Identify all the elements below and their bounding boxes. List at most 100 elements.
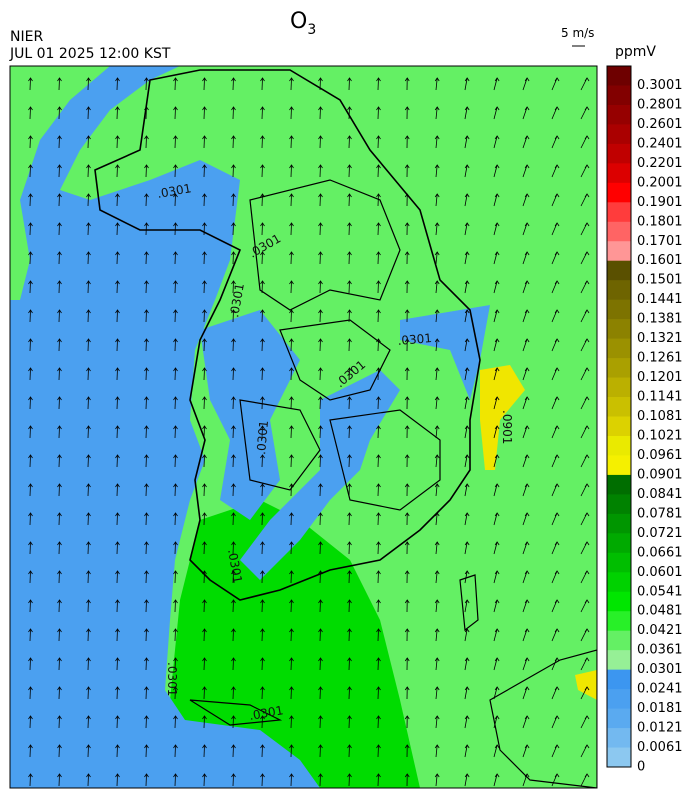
wind-arrow-head — [115, 512, 120, 517]
wind-arrow — [58, 686, 60, 700]
wind-arrow — [522, 135, 528, 149]
wind-arrow-head — [584, 193, 590, 198]
wind-arrow — [319, 367, 321, 381]
wind-arrow-head — [376, 628, 381, 633]
wind-arrow-head — [464, 251, 470, 256]
wind-arrow-head — [404, 715, 410, 720]
wind-arrow — [203, 483, 205, 497]
wind-arrow-head — [464, 222, 470, 227]
wind-arrow-head — [202, 164, 207, 169]
wind-arrow-head — [57, 280, 62, 285]
wind-arrow-head — [28, 309, 33, 314]
wind-arrow — [290, 396, 292, 410]
wind-arrow-head — [115, 193, 120, 198]
wind-arrow — [551, 280, 558, 294]
colorbar-tick-label: 0.1601 — [637, 253, 683, 268]
colorbar-tick-label: 0.2401 — [637, 136, 683, 151]
wind-arrow — [551, 541, 558, 555]
wind-arrow — [522, 715, 528, 729]
wind-arrow — [348, 657, 350, 671]
wind-arrow-head — [144, 773, 149, 778]
colorbar-tick-label: 0.0361 — [637, 643, 683, 658]
wind-arrow — [174, 773, 176, 787]
wind-arrow — [348, 570, 350, 584]
wind-arrow — [551, 425, 558, 439]
wind-arrow-head — [231, 483, 236, 488]
wind-arrow-head — [86, 106, 91, 111]
wind-arrow-head — [260, 164, 265, 169]
wind-arrow-head — [57, 135, 62, 140]
wind-arrow-head — [584, 715, 590, 720]
wind-arrow — [203, 135, 205, 149]
wind-arrow — [377, 715, 379, 729]
wind-arrow — [319, 570, 321, 584]
wind-arrow-head — [173, 338, 178, 343]
wind-arrow — [29, 396, 31, 410]
wind-arrow — [290, 77, 292, 91]
wind-arrow-head — [231, 657, 236, 662]
wind-arrow — [87, 77, 89, 91]
wind-arrow — [145, 280, 147, 294]
wind-arrow-head — [554, 338, 560, 343]
wind-arrow-head — [318, 251, 323, 256]
wind-arrow-head — [28, 251, 33, 256]
wind-arrow-head — [202, 773, 207, 778]
wind-arrow-head — [231, 164, 236, 169]
wind-arrow — [464, 628, 468, 642]
wind-arrow-head — [554, 570, 560, 575]
wind-arrow-head — [434, 164, 440, 169]
wind-arrow — [58, 222, 60, 236]
wind-arrow-head — [434, 657, 440, 662]
wind-arrow — [551, 135, 558, 149]
wind-arrow — [145, 309, 147, 323]
wind-arrow-head — [524, 773, 530, 778]
wind-arrow — [522, 599, 528, 613]
colorbar-swatch — [607, 572, 631, 593]
wind-arrow — [116, 280, 118, 294]
wind-arrow — [116, 367, 118, 381]
wind-arrow — [232, 309, 234, 323]
wind-arrow — [522, 251, 528, 265]
wind-arrow-head — [260, 338, 265, 343]
colorbar-swatch — [607, 552, 631, 573]
wind-arrow — [348, 599, 350, 613]
wind-arrow-head — [347, 251, 352, 256]
wind-arrow-head — [28, 454, 33, 459]
wind-arrow — [261, 77, 263, 91]
wind-arrow — [116, 541, 118, 555]
wind-arrow — [29, 686, 31, 700]
wind-arrow-head — [57, 773, 62, 778]
wind-arrow-head — [289, 396, 294, 401]
wind-arrow-head — [318, 686, 323, 691]
wind-arrow-head — [494, 483, 500, 488]
wind-arrow-head — [260, 512, 265, 517]
wind-arrow-head — [318, 657, 323, 662]
wind-arrow-head — [260, 686, 265, 691]
wind-arrow-head — [464, 77, 470, 82]
wind-arrow-head — [584, 106, 590, 111]
wind-arrow-head — [144, 483, 149, 488]
wind-arrow — [493, 599, 498, 613]
wind-arrow — [551, 309, 558, 323]
wind-arrow — [261, 425, 263, 439]
wind-arrow-head — [202, 396, 207, 401]
wind-arrow — [261, 744, 263, 758]
wind-arrow-head — [289, 309, 294, 314]
wind-arrow-head — [376, 164, 381, 169]
wind-arrow-head — [144, 425, 149, 430]
wind-arrow — [87, 309, 89, 323]
wind-arrow — [435, 135, 438, 149]
wind-arrow-head — [231, 454, 236, 459]
wind-arrow — [522, 483, 528, 497]
wind-arrow — [435, 251, 438, 265]
wind-arrow — [29, 454, 31, 468]
wind-arrow-head — [202, 135, 207, 140]
wind-arrow-head — [86, 193, 91, 198]
wind-arrow-head — [173, 425, 178, 430]
colorbar-swatch — [607, 163, 631, 184]
wind-arrow-head — [28, 715, 33, 720]
wind-arrow-head — [494, 251, 500, 256]
wind-arrow-head — [404, 686, 410, 691]
wind-arrow — [464, 744, 468, 758]
